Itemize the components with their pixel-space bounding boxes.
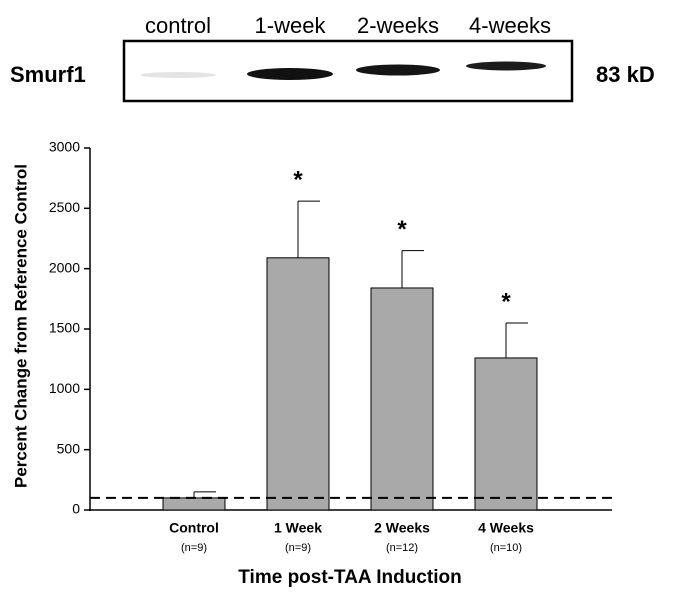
significance-star: * [293, 166, 303, 193]
y-tick-label: 500 [57, 440, 81, 456]
bar [266, 257, 330, 511]
y-tick-label: 1000 [49, 380, 80, 396]
significance-star: * [501, 288, 511, 315]
size-label: 83 kD [596, 62, 655, 87]
blot-band [140, 72, 216, 78]
bar [474, 357, 538, 511]
x-tick-label: 1 Week [274, 520, 322, 536]
x-tick-label: Control [169, 520, 219, 536]
blot-band [466, 61, 546, 71]
y-tick-label: 3000 [49, 139, 80, 155]
lane-label: control [145, 13, 211, 38]
lane-label: 4-weeks [469, 13, 551, 38]
y-tick-label: 0 [72, 501, 80, 517]
blot-frame [122, 39, 574, 103]
protein-label: Smurf1 [10, 62, 86, 87]
blot-band [247, 68, 333, 80]
n-label: (n=12) [386, 542, 418, 554]
x-tick-label: 4 Weeks [478, 520, 534, 536]
bar [370, 287, 434, 511]
bar [162, 497, 226, 511]
y-tick-label: 1500 [49, 320, 80, 336]
lane-label: 1-week [255, 13, 327, 38]
y-axis-label: Percent Change from Reference Control [11, 164, 30, 488]
n-label: (n=9) [181, 542, 207, 554]
n-label: (n=10) [490, 542, 522, 554]
lane-label: 2-weeks [357, 13, 439, 38]
n-label: (n=9) [285, 542, 311, 554]
x-tick-label: 2 Weeks [374, 520, 430, 536]
blot-band [356, 64, 440, 76]
significance-star: * [397, 216, 407, 243]
x-axis-label: Time post-TAA Induction [238, 567, 461, 588]
y-tick-label: 2500 [49, 199, 80, 215]
y-tick-label: 2000 [49, 259, 80, 275]
